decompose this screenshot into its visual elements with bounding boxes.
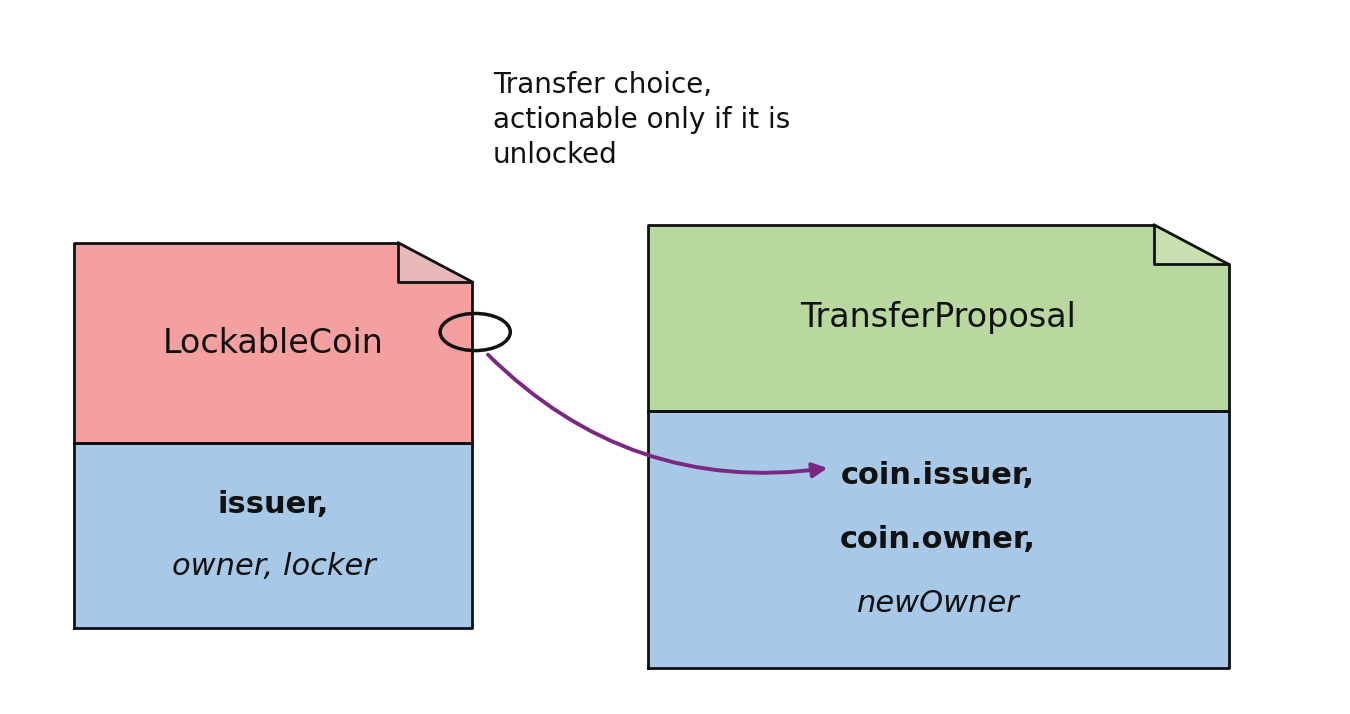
Polygon shape [74,243,472,443]
Text: TransferProposal: TransferProposal [801,301,1076,334]
Polygon shape [398,243,472,282]
Polygon shape [648,225,1228,411]
FancyArrowPatch shape [487,355,824,476]
Polygon shape [74,443,472,628]
Text: coin.issuer,: coin.issuer, [841,461,1035,490]
Text: Transfer choice,
actionable only if it is
unlocked: Transfer choice, actionable only if it i… [493,71,790,169]
Text: owner, locker: owner, locker [171,552,375,581]
Text: coin.owner,: coin.owner, [840,525,1037,554]
Text: LockableCoin: LockableCoin [163,326,383,360]
Text: newOwner: newOwner [857,589,1019,618]
Text: issuer,: issuer, [217,491,329,520]
Polygon shape [648,411,1228,668]
Polygon shape [1154,225,1228,264]
